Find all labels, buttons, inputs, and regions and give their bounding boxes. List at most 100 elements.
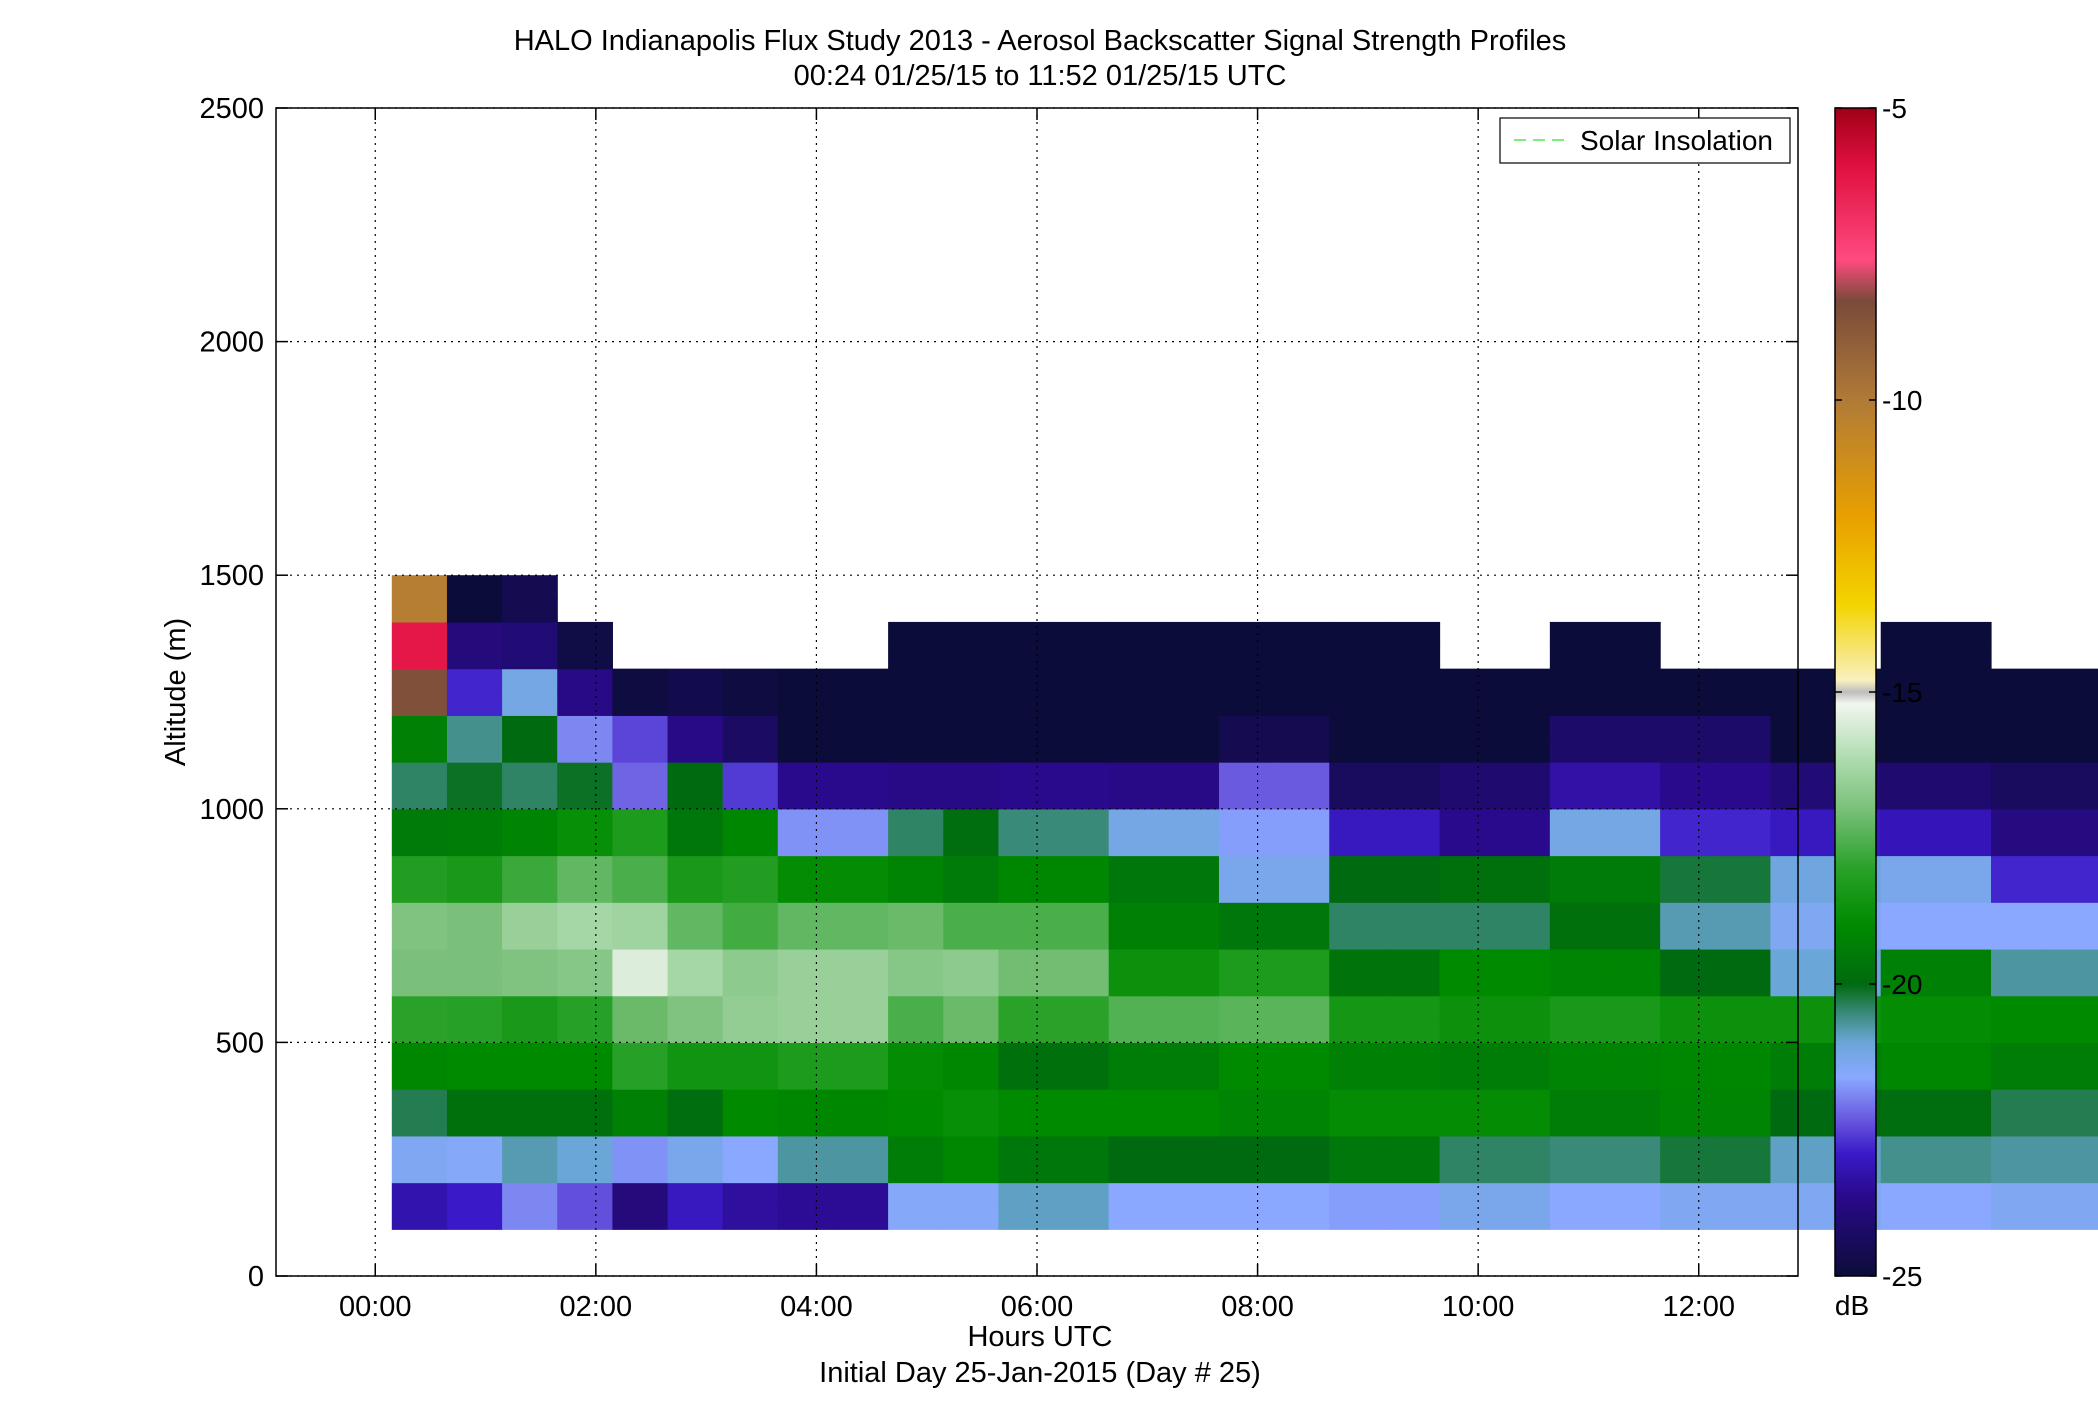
heatmap-cell [1935,692,1992,716]
heatmap-cell [888,621,944,646]
y-axis-label: Altitude (m) [160,618,192,766]
heatmap-cell [1384,925,1441,950]
heatmap-cell [888,645,944,670]
heatmap-cell [1108,1065,1165,1090]
heatmap-cell [1329,972,1386,997]
heatmap-cell [1660,832,1716,857]
heatmap-cell [832,1135,889,1160]
heatmap-cell [1660,1065,1716,1090]
heatmap-cell [1384,621,1441,646]
heatmap-cell [1218,692,1275,716]
heatmap-cell [1053,715,1110,740]
heatmap-cell [446,668,503,693]
heatmap-cell [446,1042,503,1067]
heatmap-cell [1439,738,1496,763]
heatmap-cell [667,1159,724,1184]
heatmap-cell [557,878,613,903]
heatmap-cell [2046,878,2098,903]
x-axis-label: Hours UTC [967,1321,1112,1353]
heatmap-cell [832,902,889,927]
heatmap-cell [1494,1042,1551,1067]
heatmap-cell [888,1205,944,1230]
heatmap-cell [1163,1205,1220,1230]
heatmap-cell [667,762,724,787]
heatmap-cell [1384,715,1441,740]
heatmap-cell [1108,808,1165,833]
heatmap-cell [667,808,724,833]
heatmap-cell [943,1135,999,1160]
heatmap-cell [1329,1065,1386,1090]
heatmap-cell [1715,995,1772,1020]
chart-title: HALO Indianapolis Flux Study 2013 - Aero… [514,25,1567,57]
heatmap-cell [1604,1019,1661,1043]
heatmap-cell [1935,1019,1992,1043]
heatmap-cell [1108,1089,1165,1114]
heatmap-cell [1660,762,1716,787]
heatmap-cell [446,948,503,973]
y-tick-label: 0 [248,1261,264,1293]
heatmap-cell [998,692,1055,716]
heatmap-cell [888,1159,944,1184]
heatmap-cell [832,855,889,880]
heatmap-cell [1660,715,1716,740]
heatmap-cell [943,1112,999,1137]
heatmap-cell [1274,762,1330,787]
heatmap-cell [943,925,999,950]
heatmap-cell [446,972,503,997]
heatmap-cell [998,785,1055,810]
heatmap-cell [502,668,558,693]
heatmap-cell [832,1019,889,1043]
heatmap-cell [777,995,834,1020]
heatmap-cell [1384,645,1441,670]
heatmap-cell [1549,1182,1606,1207]
heatmap-cell [888,902,944,927]
heatmap-cell [1108,1019,1165,1043]
x-tick-label: 02:00 [560,1291,633,1323]
heatmap-cell [722,785,779,810]
heatmap-cell [391,902,448,927]
heatmap-cell [722,855,779,880]
heatmap-cell [722,995,779,1020]
heatmap-cell [446,878,503,903]
heatmap-cell [888,1112,944,1137]
heatmap-cell [1991,878,2047,903]
heatmap-cell [777,1019,834,1043]
heatmap-cell [722,925,779,950]
heatmap-cell [777,715,834,740]
heatmap-cell [998,1019,1055,1043]
heatmap-cell [998,1182,1055,1207]
heatmap-cell [1218,645,1275,670]
heatmap-cell [1494,715,1551,740]
heatmap-cell [777,855,834,880]
heatmap-cell [1935,1112,1992,1137]
heatmap-cell [943,972,999,997]
heatmap-cell [1715,948,1772,973]
heatmap-cell [1329,715,1386,740]
heatmap-cell [1494,1182,1551,1207]
heatmap-cell [1991,1135,2047,1160]
heatmap-cell [998,1089,1055,1114]
heatmap-cell [557,1205,613,1230]
heatmap-cell [722,878,779,903]
heatmap-cell [1991,668,2047,693]
heatmap-cell [1604,738,1661,763]
heatmap-cell [998,1159,1055,1184]
heatmap-cell [777,1112,834,1137]
heatmap-cell [502,1089,558,1114]
heatmap-cell [446,995,503,1020]
heatmap-cell [1053,808,1110,833]
heatmap-cell [2046,995,2098,1020]
heatmap-cell [502,1112,558,1137]
heatmap-cell [446,598,503,623]
heatmap-cell [1549,715,1606,740]
heatmap-cell [1604,1182,1661,1207]
heatmap-cell [777,925,834,950]
heatmap-cell [612,925,669,950]
heatmap-cell [391,995,448,1020]
heatmap-cell [1384,1089,1441,1114]
heatmap-cell [502,1065,558,1090]
heatmap-cell [722,1065,779,1090]
heatmap-cell [943,692,999,716]
heatmap-cell [612,1159,669,1184]
heatmap-cell [391,598,448,623]
